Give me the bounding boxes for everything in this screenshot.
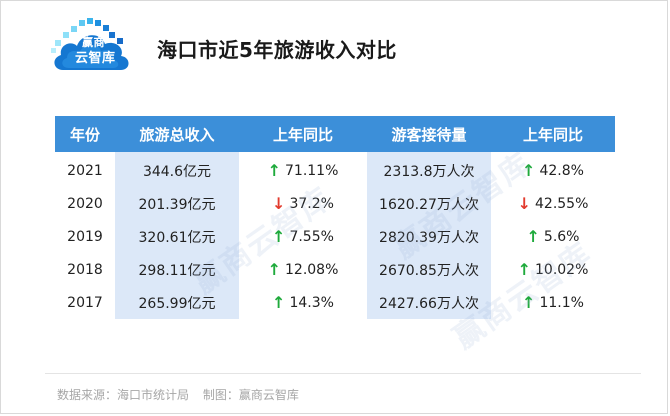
footer-source: 数据来源：海口市统计局 bbox=[57, 388, 190, 402]
cell-revenue-yoy: ↑ 12.08% bbox=[239, 253, 367, 286]
cell-revenue-yoy: ↑ 7.55% bbox=[239, 220, 367, 253]
cell-visitors-yoy: ↑ 42.8% bbox=[491, 152, 615, 187]
yoy-value: 11.1% bbox=[539, 295, 584, 311]
cell-revenue: 344.6亿元 bbox=[115, 152, 239, 187]
cell-visitors: 1620.27万人次 bbox=[367, 187, 491, 220]
yoy-value: 71.11% bbox=[285, 163, 339, 179]
arrow-up-icon: ↑ bbox=[522, 293, 536, 312]
cell-visitors-yoy: ↓ 42.55% bbox=[491, 187, 615, 220]
arrow-up-icon: ↑ bbox=[272, 227, 286, 246]
cell-year: 2020 bbox=[67, 195, 103, 212]
footer: 数据来源：海口市统计局 制图：赢商云智库 bbox=[57, 386, 299, 403]
footer-divider bbox=[45, 373, 641, 374]
tourism-table-container: 年份 旅游总收入 上年同比 游客接待量 上年同比 2021 344.6亿元 ↑ 71.… bbox=[55, 116, 615, 319]
cloud-logo-icon bbox=[51, 18, 129, 70]
table-row: 2020 201.39亿元 ↓ 37.2% 1620.27万人次 ↓ 42.55% bbox=[55, 187, 615, 220]
cell-revenue-yoy: ↑ 71.11% bbox=[239, 152, 367, 187]
yoy-value: 37.2% bbox=[289, 196, 334, 212]
logo-small-text: 赢商 bbox=[82, 36, 105, 49]
arrow-down-icon: ↓ bbox=[272, 194, 286, 213]
yoy-value: 42.8% bbox=[539, 163, 584, 179]
cell-visitors: 2313.8万人次 bbox=[367, 152, 491, 187]
header-visitors: 游客接待量 bbox=[367, 116, 491, 152]
cell-revenue: 201.39亿元 bbox=[115, 187, 239, 220]
arrow-up-icon: ↑ bbox=[267, 161, 281, 180]
cell-revenue: 320.61亿元 bbox=[115, 220, 239, 253]
page-title: 海口市近5年旅游收入对比 bbox=[157, 38, 397, 62]
yoy-value: 42.55% bbox=[535, 196, 589, 212]
footer-made-by: 制图：赢商云智库 bbox=[202, 388, 299, 402]
cell-visitors-yoy: ↑ 11.1% bbox=[491, 286, 615, 319]
logo-main-text: 云智库 bbox=[75, 51, 116, 66]
header-revenue-yoy: 上年同比 bbox=[239, 116, 367, 152]
arrow-down-icon: ↓ bbox=[517, 194, 531, 213]
yoy-value: 14.3% bbox=[289, 295, 334, 311]
arrow-up-icon: ↑ bbox=[272, 293, 286, 312]
table-header-row: 年份 旅游总收入 上年同比 游客接待量 上年同比 bbox=[55, 116, 615, 152]
cell-year: 2017 bbox=[67, 294, 103, 311]
yoy-value: 5.6% bbox=[543, 229, 580, 245]
cell-revenue: 298.11亿元 bbox=[115, 253, 239, 286]
table-body: 2021 344.6亿元 ↑ 71.11% 2313.8万人次 ↑ 42.8% 2020 201… bbox=[55, 152, 615, 319]
cell-year: 2019 bbox=[67, 228, 103, 245]
cell-visitors: 2427.66万人次 bbox=[367, 286, 491, 319]
header-visitors-yoy: 上年同比 bbox=[491, 116, 615, 152]
cell-year: 2021 bbox=[67, 162, 103, 179]
cell-revenue-yoy: ↓ 37.2% bbox=[239, 187, 367, 220]
cell-visitors-yoy: ↑ 10.02% bbox=[491, 253, 615, 286]
yoy-value: 10.02% bbox=[535, 262, 589, 278]
cell-revenue: 265.99亿元 bbox=[115, 286, 239, 319]
arrow-up-icon: ↑ bbox=[267, 260, 281, 279]
arrow-up-icon: ↑ bbox=[517, 260, 531, 279]
yoy-value: 12.08% bbox=[285, 262, 339, 278]
header-revenue: 旅游总收入 bbox=[115, 116, 239, 152]
yoy-value: 7.55% bbox=[289, 229, 334, 245]
tourism-table: 年份 旅游总收入 上年同比 游客接待量 上年同比 2021 344.6亿元 ↑ 71.… bbox=[55, 116, 615, 319]
cell-visitors-yoy: ↑ 5.6% bbox=[491, 220, 615, 253]
cell-year: 2018 bbox=[67, 261, 103, 278]
cell-revenue-yoy: ↑ 14.3% bbox=[239, 286, 367, 319]
arrow-up-icon: ↑ bbox=[522, 161, 536, 180]
brand-logo: 赢商 云智库 bbox=[49, 18, 139, 74]
table-row: 2018 298.11亿元 ↑ 12.08% 2670.85万人次 ↑ 10.02% bbox=[55, 253, 615, 286]
arrow-up-icon: ↑ bbox=[526, 227, 540, 246]
table-row: 2021 344.6亿元 ↑ 71.11% 2313.8万人次 ↑ 42.8% bbox=[55, 152, 615, 187]
cell-visitors: 2820.39万人次 bbox=[367, 220, 491, 253]
table-row: 2019 320.61亿元 ↑ 7.55% 2820.39万人次 ↑ 5.6% bbox=[55, 220, 615, 253]
table-row: 2017 265.99亿元 ↑ 14.3% 2427.66万人次 ↑ 11.1% bbox=[55, 286, 615, 319]
header-year: 年份 bbox=[55, 116, 115, 152]
cell-visitors: 2670.85万人次 bbox=[367, 253, 491, 286]
